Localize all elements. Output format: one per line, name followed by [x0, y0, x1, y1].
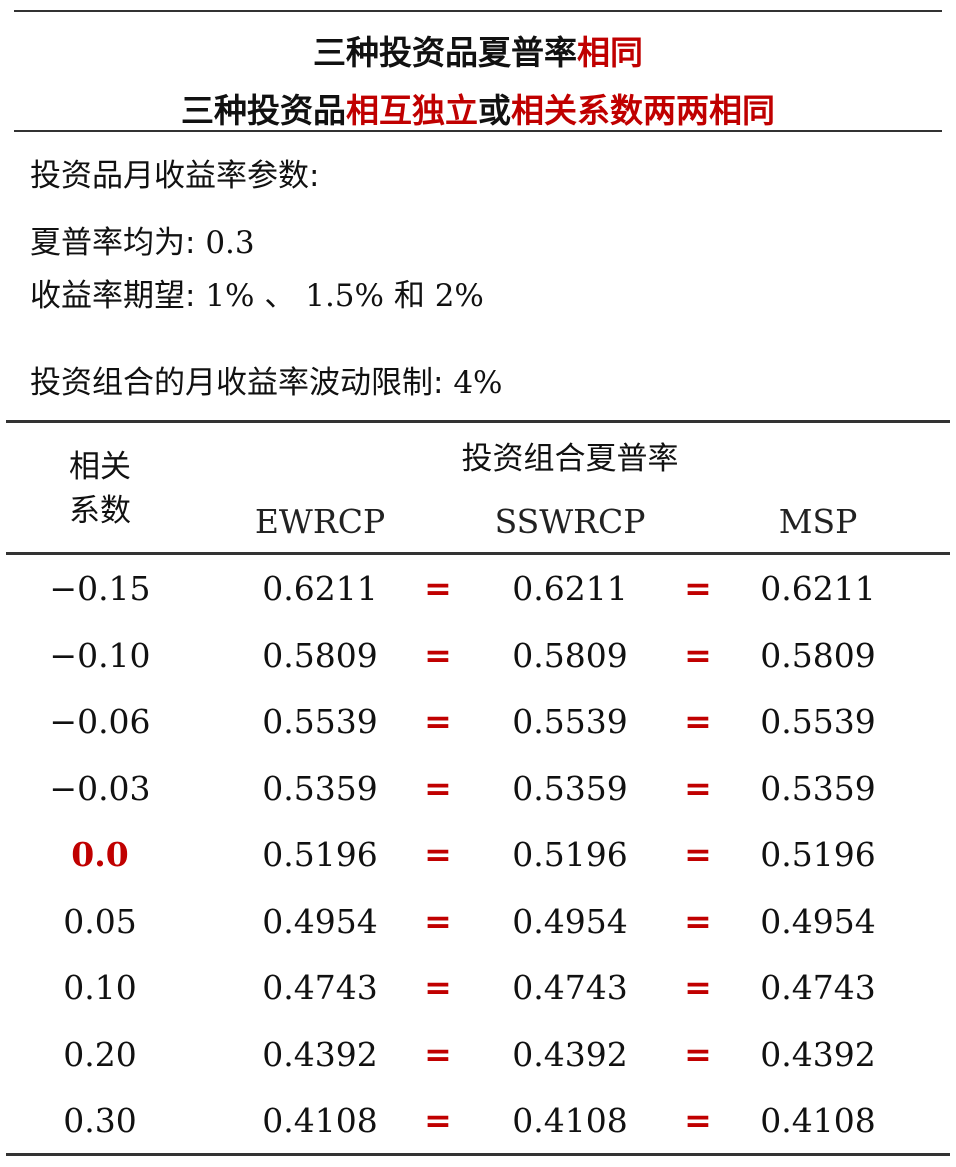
- title-line-2: 三种投资品相互独立或相关系数两两相同: [0, 84, 956, 132]
- title-1-text: 三种投资品夏普率: [313, 33, 577, 72]
- equals-sign: =: [684, 1101, 712, 1140]
- equals-sign: =: [424, 768, 452, 808]
- msp-cell: 0.5196: [760, 835, 876, 874]
- corr-header-line-1: 相关: [69, 449, 131, 485]
- equals-sign: =: [684, 635, 712, 675]
- equals-sign: =: [424, 569, 452, 608]
- sswrcp-cell: 0.5359: [512, 768, 628, 808]
- table-row: −0.06 0.5539 = 0.5539 = 0.5539: [0, 689, 956, 755]
- table-row: 0.0 0.5196 = 0.5196 = 0.5196: [0, 822, 956, 888]
- correlation-cell: 0.30: [63, 1101, 137, 1140]
- equals-sign: =: [424, 702, 452, 741]
- title-2-highlight-b: 相关系数两两相同: [511, 91, 775, 130]
- return-value-3: 2%: [434, 278, 484, 314]
- sswrcp-cell: 0.4743: [512, 968, 628, 1007]
- column-header-sswrcp: SSWRCP: [494, 502, 646, 541]
- equals-sign: =: [424, 901, 452, 941]
- top-rule: [14, 10, 942, 12]
- column-header-ewrcp: EWRCP: [254, 502, 386, 541]
- corr-header-line-2: 系数: [69, 493, 131, 529]
- table-row: 0.10 0.4743 = 0.4743 = 0.4743: [0, 955, 956, 1021]
- ewrcp-cell: 0.5809: [262, 635, 378, 675]
- msp-cell: 0.5359: [760, 768, 876, 808]
- correlation-cell: −0.10: [49, 635, 151, 675]
- equals-sign: =: [424, 835, 452, 874]
- table-header-rule: [6, 552, 950, 555]
- group-header: 投资组合夏普率: [461, 441, 679, 477]
- equals-sign: =: [424, 635, 452, 675]
- ewrcp-cell: 0.4743: [262, 968, 378, 1007]
- sswrcp-cell: 0.4954: [512, 901, 628, 941]
- column-header-msp: MSP: [778, 502, 858, 541]
- sharpe-value: 0.3: [205, 225, 255, 261]
- sswrcp-cell: 0.6211: [512, 569, 628, 608]
- correlation-cell: −0.06: [49, 702, 151, 741]
- param-sharpe: 夏普率均为: 0.3: [30, 217, 255, 262]
- return-label: 收益率期望:: [30, 278, 196, 314]
- correlation-cell: 0.10: [63, 968, 137, 1007]
- equals-sign: =: [684, 968, 712, 1007]
- msp-cell: 0.4392: [760, 1034, 876, 1074]
- msp-cell: 0.6211: [760, 569, 876, 608]
- title-line-1: 三种投资品夏普率相同: [0, 26, 956, 74]
- table-row: −0.03 0.5359 = 0.5359 = 0.5359: [0, 756, 956, 822]
- sswrcp-cell: 0.5539: [512, 702, 628, 741]
- return-value-2: 1.5%: [305, 278, 384, 314]
- equals-sign: =: [424, 1101, 452, 1140]
- ewrcp-cell: 0.5539: [262, 702, 378, 741]
- msp-cell: 0.4954: [760, 901, 876, 941]
- sswrcp-cell: 0.4108: [512, 1101, 628, 1140]
- ewrcp-cell: 0.5359: [262, 768, 378, 808]
- header-rule: [14, 130, 942, 132]
- table-row: −0.15 0.6211 = 0.6211 = 0.6211: [0, 556, 956, 622]
- table-row: 0.20 0.4392 = 0.4392 = 0.4392: [0, 1022, 956, 1088]
- ewrcp-cell: 0.6211: [262, 569, 378, 608]
- correlation-cell: −0.15: [49, 569, 151, 608]
- equals-sign: =: [684, 1034, 712, 1074]
- param-volatility: 投资组合的月收益率波动限制: 4%: [30, 357, 503, 402]
- ewrcp-cell: 0.4108: [262, 1101, 378, 1140]
- equals-sign: =: [684, 569, 712, 608]
- param-return: 收益率期望: 1% 、 1.5% 和 2%: [30, 270, 484, 315]
- ewrcp-cell: 0.5196: [262, 835, 378, 874]
- table-bottom-rule: [6, 1153, 950, 1156]
- return-and: 和: [393, 278, 425, 314]
- params-heading: 投资品月收益率参数:: [30, 158, 320, 194]
- correlation-cell: 0.0: [71, 835, 129, 874]
- equals-sign: =: [684, 768, 712, 808]
- correlation-cell: −0.03: [49, 768, 151, 808]
- sswrcp-cell: 0.5809: [512, 635, 628, 675]
- msp-cell: 0.4108: [760, 1101, 876, 1140]
- msp-cell: 0.4743: [760, 968, 876, 1007]
- sswrcp-cell: 0.4392: [512, 1034, 628, 1074]
- ewrcp-cell: 0.4954: [262, 901, 378, 941]
- msp-cell: 0.5809: [760, 635, 876, 675]
- equals-sign: =: [424, 968, 452, 1007]
- title-1-highlight: 相同: [577, 33, 643, 72]
- return-value-1: 1%: [205, 278, 255, 314]
- sharpe-label: 夏普率均为:: [30, 225, 196, 261]
- equals-sign: =: [684, 901, 712, 941]
- table-row: −0.10 0.5809 = 0.5809 = 0.5809: [0, 623, 956, 689]
- table-row: 0.05 0.4954 = 0.4954 = 0.4954: [0, 889, 956, 955]
- table-row: 0.30 0.4108 = 0.4108 = 0.4108: [0, 1088, 956, 1154]
- equals-sign: =: [684, 702, 712, 741]
- vol-value: 4%: [453, 365, 503, 401]
- title-2-text-a: 三种投资品: [181, 91, 346, 130]
- table-top-rule: [6, 420, 950, 423]
- correlation-cell: 0.20: [63, 1034, 137, 1074]
- return-separator: 、: [264, 278, 296, 314]
- corr-header: 相关 系数: [40, 445, 160, 533]
- equals-sign: =: [684, 835, 712, 874]
- title-2-text-b: 或: [478, 91, 511, 130]
- sswrcp-cell: 0.5196: [512, 835, 628, 874]
- correlation-cell: 0.05: [63, 901, 137, 941]
- vol-label: 投资组合的月收益率波动限制:: [30, 365, 444, 401]
- ewrcp-cell: 0.4392: [262, 1034, 378, 1074]
- title-2-highlight-a: 相互独立: [346, 91, 478, 130]
- equals-sign: =: [424, 1034, 452, 1074]
- msp-cell: 0.5539: [760, 702, 876, 741]
